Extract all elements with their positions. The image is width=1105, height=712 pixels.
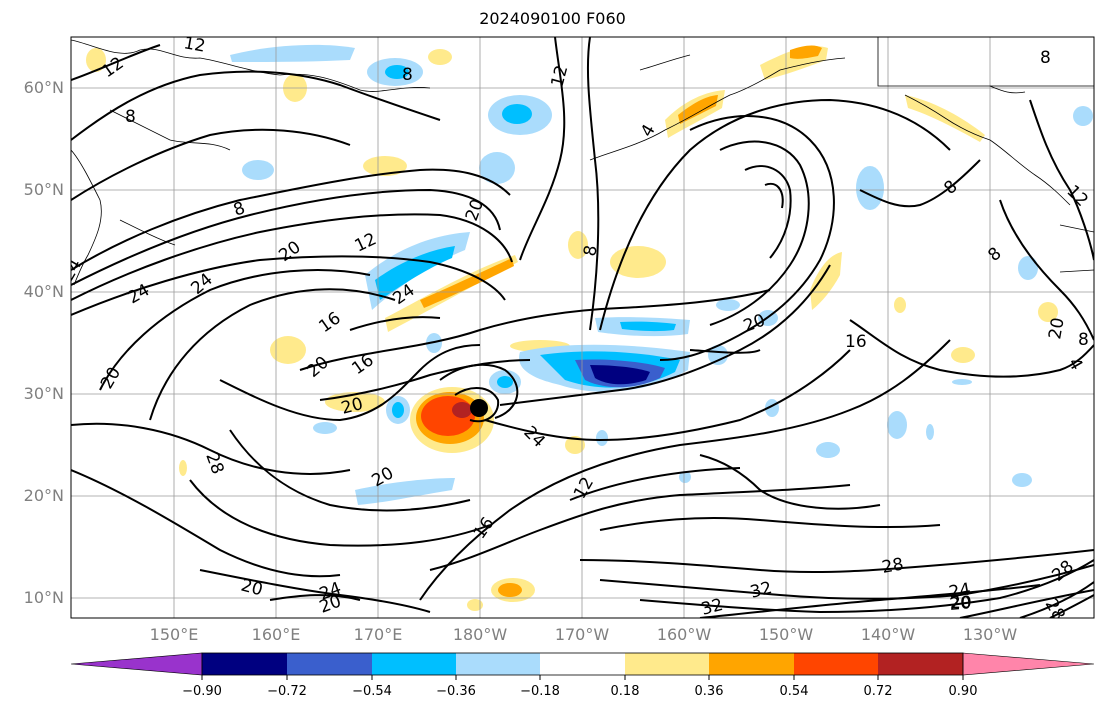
contour-label: 12: [352, 229, 380, 256]
contour-label: 20: [1045, 316, 1068, 341]
contour-label: 4: [1064, 355, 1087, 374]
lat-label: 20°N: [23, 486, 64, 505]
contour-label: 28: [880, 554, 905, 577]
colorbar-segment: [625, 653, 709, 675]
lon-label: 170°E: [353, 625, 403, 644]
contour-label: 20: [303, 353, 332, 382]
contour-lines: [71, 37, 1094, 618]
lat-label: 40°N: [23, 282, 64, 301]
contour-label: 24: [947, 579, 972, 602]
graticule: [71, 37, 1094, 618]
lon-label: 160°W: [656, 625, 712, 644]
contour-label: 24: [519, 422, 548, 451]
contour-label: 16: [315, 308, 344, 337]
colorbar-tick-label: −0.18: [520, 684, 560, 699]
lon-label: 150°E: [149, 625, 199, 644]
colorbar-tick-label: 0.54: [779, 684, 809, 699]
contour-label: 20: [950, 593, 972, 613]
colorbar-tick-label: 0.90: [948, 684, 978, 699]
colorbar: [70, 652, 1095, 680]
lon-label: 170°W: [554, 625, 610, 644]
contour-label: 8: [984, 244, 1005, 266]
colorbar-tick-label: −0.72: [267, 684, 307, 699]
map-title: 2024090100 F060: [479, 9, 626, 28]
contour-label: 28: [1041, 596, 1069, 625]
lat-label: 30°N: [23, 384, 64, 403]
contour-label: 16: [348, 350, 377, 379]
contour-label: 16: [845, 332, 867, 352]
contour-label: 8: [125, 107, 136, 127]
colorbar-tick-label: −0.36: [436, 684, 476, 699]
colorbar-tick-label: −0.54: [352, 684, 392, 699]
contour-label: 8: [1040, 48, 1051, 68]
contour-label: 20: [949, 593, 972, 615]
colorbar-segment: [70, 652, 203, 676]
contour-label: 20: [462, 197, 488, 224]
colorbar-segment: [202, 653, 287, 675]
coastlines: [71, 37, 1094, 286]
colorbar-tick-label: 0.36: [694, 684, 724, 699]
contour-label: 32: [699, 595, 725, 620]
storm-center-marker: [470, 399, 488, 417]
contour-label: 20: [275, 237, 304, 266]
contour-label: 8: [231, 198, 248, 220]
plot-frame: [70, 36, 1095, 619]
contour-label: 24: [125, 280, 154, 308]
lat-label: 10°N: [23, 588, 64, 607]
lon-label: 150°W: [758, 625, 814, 644]
colorbar-segment: [372, 653, 456, 675]
lon-label: 130°W: [962, 625, 1018, 644]
colorbar-tick-label: 0.72: [863, 684, 893, 699]
colorbar-segment: [878, 653, 963, 675]
colorbar-segment: [794, 653, 878, 675]
lon-label: 160°E: [251, 625, 301, 644]
colorbar-segment: [540, 653, 625, 675]
colorbar-segment: [962, 652, 1095, 676]
lat-label: 60°N: [23, 78, 64, 97]
colorbar-segment: [709, 653, 794, 675]
contour-label: 8: [1078, 330, 1089, 350]
contour-label: 32: [748, 578, 774, 603]
lat-label: 50°N: [23, 180, 64, 199]
contour-label: 4: [637, 121, 660, 140]
lon-label: 140°W: [860, 625, 916, 644]
contour-label: 20: [239, 576, 265, 601]
contour-label: 12: [182, 33, 207, 56]
contour-label: 8: [580, 244, 602, 258]
colorbar-segment: [456, 653, 540, 675]
colorbar-tick-label: 0.18: [610, 684, 640, 699]
colorbar-tick-label: −0.90: [182, 684, 222, 699]
contour-label: 28: [201, 450, 227, 477]
contour-label: 12: [548, 63, 573, 89]
lon-label: 180°W: [452, 625, 508, 644]
contour-label: 8: [402, 65, 413, 85]
colorbar-segment: [287, 653, 372, 675]
